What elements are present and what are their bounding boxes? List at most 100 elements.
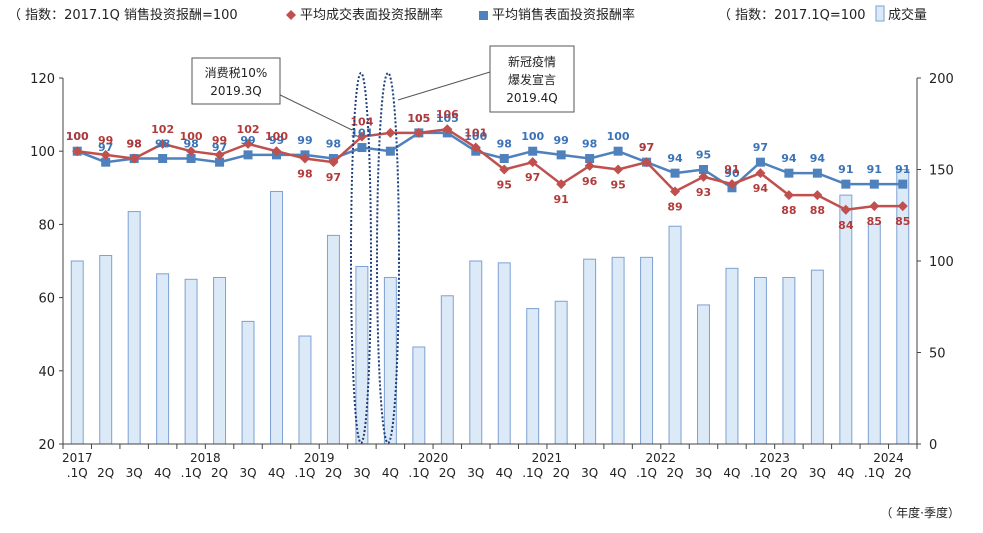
data-label: 97 bbox=[326, 171, 341, 184]
x-quarter-label: 4Q bbox=[268, 466, 285, 480]
covid-callout-pointer bbox=[397, 71, 491, 101]
left-tick-label: 20 bbox=[38, 438, 55, 453]
data-label: 100 bbox=[464, 130, 487, 143]
series-marker bbox=[470, 142, 481, 153]
data-label: 98 bbox=[183, 138, 198, 151]
volume-bar bbox=[583, 258, 597, 445]
legend-right-note: （ 指数：2017.1Q=100 bbox=[718, 8, 866, 23]
volume-bar bbox=[383, 276, 397, 445]
data-label: 91 bbox=[554, 193, 569, 206]
series-marker bbox=[755, 168, 766, 179]
data-label: 97 bbox=[212, 141, 227, 154]
data-label: 98 bbox=[127, 138, 142, 151]
volume-bar bbox=[697, 304, 710, 445]
tax-callout-line1: 消费税10% bbox=[205, 66, 268, 80]
x-quarter-label: 3Q bbox=[695, 466, 712, 480]
volume-bar bbox=[355, 265, 369, 445]
series-marker bbox=[698, 171, 709, 182]
x-quarter-label: 2Q bbox=[211, 466, 228, 480]
x-quarter-label: 3Q bbox=[809, 466, 826, 480]
series-marker bbox=[670, 186, 681, 197]
series-marker bbox=[898, 179, 908, 189]
volume-bar bbox=[497, 262, 511, 445]
right-tick-label: 200 bbox=[929, 72, 954, 87]
right-tick-label: 150 bbox=[929, 164, 954, 179]
legend: （ 指数：2017.1Q 销售投资报酬=100 平均成交表面投资报酬率 平均销售… bbox=[8, 5, 927, 23]
data-label: 90 bbox=[724, 167, 740, 180]
x-quarter-label: .1Q bbox=[750, 466, 771, 480]
data-label: 94 bbox=[810, 152, 826, 165]
series-line bbox=[76, 131, 903, 190]
tax-callout-line2: 2019.3Q bbox=[210, 84, 261, 98]
data-label: 91 bbox=[895, 163, 910, 176]
covid-callout: 新冠疫情 爆发宣言 2019.4Q bbox=[397, 45, 575, 113]
series-marker bbox=[527, 157, 538, 168]
data-label: 88 bbox=[781, 204, 796, 217]
series-marker bbox=[243, 138, 254, 149]
series-marker bbox=[641, 157, 652, 168]
series-marker bbox=[841, 179, 851, 189]
series-marker bbox=[243, 150, 253, 160]
volume-bar bbox=[526, 308, 540, 445]
legend-left-note: （ 指数：2017.1Q 销售投资报酬=100 bbox=[8, 7, 238, 23]
series-marker bbox=[158, 154, 168, 164]
volume-bar bbox=[99, 255, 113, 445]
series-marker bbox=[72, 146, 83, 157]
tax-callout-pointer bbox=[269, 89, 353, 131]
data-label: 100 bbox=[607, 130, 630, 143]
x-quarter-label: 3Q bbox=[126, 466, 143, 480]
volume-bar bbox=[270, 190, 283, 445]
series-marker bbox=[499, 154, 509, 164]
x-quarter-label: 2Q bbox=[325, 466, 342, 480]
series-marker bbox=[356, 131, 367, 142]
covid-callout-line2: 爆发宣言 bbox=[508, 72, 556, 87]
left-tick-label: 80 bbox=[38, 218, 55, 233]
data-label: 97 bbox=[639, 141, 654, 154]
series-marker bbox=[413, 127, 424, 138]
series-marker bbox=[299, 153, 310, 164]
data-label: 105 bbox=[436, 112, 459, 125]
covid-event-oval bbox=[376, 72, 400, 444]
data-label: 97 bbox=[639, 141, 654, 154]
series-marker bbox=[157, 138, 168, 149]
series-marker bbox=[784, 168, 794, 178]
data-label: 98 bbox=[127, 138, 142, 151]
x-year-label: 2021 bbox=[532, 451, 563, 465]
volume-bar bbox=[753, 276, 767, 445]
series-marker bbox=[100, 149, 111, 160]
data-label: 98 bbox=[582, 138, 597, 151]
data-label: 95 bbox=[610, 179, 625, 192]
data-label: 100 bbox=[180, 130, 203, 143]
bars-layer bbox=[70, 169, 910, 445]
x-quarter-label: .1Q bbox=[636, 466, 657, 480]
series-marker bbox=[726, 179, 737, 190]
data-label: 97 bbox=[753, 141, 768, 154]
data-label: 99 bbox=[269, 134, 284, 147]
x-year-label: 2023 bbox=[759, 451, 790, 465]
series-marker bbox=[214, 149, 225, 160]
volume-bar bbox=[725, 267, 739, 445]
axes-layer: 20 40 60 80 100 120 0 50 100 150 200 .1Q 2Q 3Q 4Q .1Q 2Q… bbox=[30, 72, 954, 480]
x-quarter-label: .1Q bbox=[67, 466, 88, 480]
data-label: 85 bbox=[867, 215, 882, 228]
series-marker bbox=[271, 146, 282, 157]
data-label: 88 bbox=[810, 204, 825, 217]
volume-bar bbox=[241, 320, 255, 445]
x-quarter-label: 2Q bbox=[439, 466, 456, 480]
x-quarter-label: 4Q bbox=[837, 466, 854, 480]
data-label: 98 bbox=[297, 168, 312, 181]
volume-bar bbox=[469, 260, 483, 445]
data-label: 97 bbox=[525, 171, 540, 184]
data-label: 94 bbox=[781, 152, 797, 165]
data-label: 94 bbox=[667, 152, 683, 165]
data-label: 98 bbox=[155, 138, 170, 151]
volume-bar bbox=[839, 194, 853, 445]
data-label: 85 bbox=[895, 215, 910, 228]
series-marker bbox=[357, 143, 367, 153]
legend-blue-label: 平均销售表面投资报酬率 bbox=[492, 7, 635, 23]
series-marker bbox=[613, 146, 623, 156]
data-label: 89 bbox=[667, 200, 682, 213]
x-quarter-label: 3Q bbox=[581, 466, 598, 480]
covid-callout-box bbox=[489, 45, 575, 113]
x-year-label: 2024 bbox=[873, 451, 904, 465]
